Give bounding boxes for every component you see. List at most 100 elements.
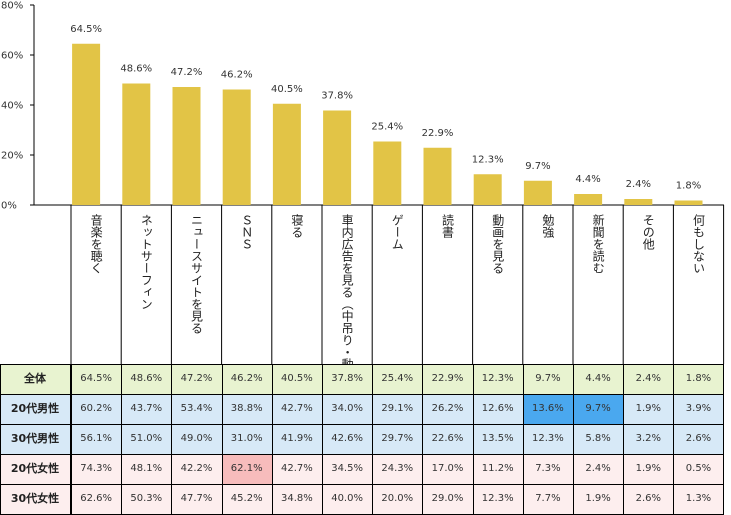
category-label: 読書 [441, 213, 455, 239]
table-cell: 49.0% [180, 433, 213, 444]
column-divider [322, 364, 323, 515]
bar [523, 180, 552, 205]
bar-value-label: 1.8% [676, 181, 701, 192]
table-cell: 42.2% [180, 463, 213, 474]
table-cell: 1.9% [635, 463, 661, 474]
row-divider [0, 394, 724, 395]
table-cell: 42.6% [331, 433, 363, 444]
table-cell: 1.3% [685, 493, 712, 504]
y-tick-label: 0% [1, 201, 17, 212]
column-divider [70, 364, 71, 515]
column-divider [422, 364, 424, 515]
category-label: 音楽を聴く [89, 213, 103, 274]
table-cell: 26.2% [431, 403, 464, 414]
table-row: 20代男性 60.2% 43.7% 53.4% 38.8% 42.7% 34.0% 29.1%… [0, 394, 724, 424]
category-label: 何もしない [692, 214, 706, 274]
category-label: 勉強 [541, 214, 555, 238]
category-label: 新聞を読む [591, 213, 605, 274]
table-row: 30代女性 62.6% 50.3% 47.7% 45.2% 34.8% 40.0% 20.0%… [0, 484, 724, 514]
table-cell: 51.0% [130, 433, 163, 444]
category-label: その他 [641, 214, 655, 250]
bar [624, 199, 653, 205]
column-divider [723, 364, 724, 515]
table-cell: 2.4% [635, 373, 661, 384]
bar [272, 103, 301, 205]
category-label: 車内広告を見る（中吊り・動画など） [340, 214, 354, 364]
category-label: ＳＮＳ [240, 214, 254, 250]
bar-value-label: 22.9% [422, 128, 454, 139]
bar [473, 174, 502, 205]
table-cell: 38.8% [230, 403, 263, 414]
bar [574, 194, 603, 205]
table-cell: 25.4% [381, 373, 414, 384]
table-cell: 74.3% [80, 463, 112, 474]
column-divider [573, 364, 574, 515]
table-cell: 53.4% [180, 403, 213, 414]
column-divider [0, 364, 1, 515]
table-cell: 34.5% [331, 463, 363, 474]
table-cell: 12.3% [481, 373, 514, 384]
table-cell: 9.7% [573, 394, 624, 424]
bar-value-label: 25.4% [371, 122, 403, 133]
y-axis: 0% 20% 40% 60% 80% [1, 1, 724, 212]
table-cell: 7.7% [535, 493, 561, 504]
bar [122, 83, 151, 205]
table-cell: 3.2% [635, 433, 661, 444]
y-tick-label: 20% [1, 151, 23, 162]
table-cell: 0.5% [685, 463, 712, 474]
bar [72, 43, 101, 205]
table-cell: 29.7% [381, 433, 414, 444]
table-row: 30代男性 56.1% 51.0% 49.0% 31.0% 41.9% 42.6% 29.7%… [0, 424, 724, 454]
column-divider [271, 364, 273, 515]
table-cell: 45.2% [230, 493, 263, 504]
table-cell: 43.7% [130, 403, 163, 414]
column-divider [623, 364, 625, 515]
table-cell: 11.2% [481, 463, 514, 474]
bar-value-label: 37.8% [321, 91, 353, 102]
category-label: 寝る [290, 213, 304, 238]
table-cell: 1.9% [635, 403, 661, 414]
row-divider [0, 484, 724, 485]
category-label: ニュースサイトを見る [190, 214, 204, 334]
bar-value-label: 9.7% [525, 161, 550, 172]
row-divider [0, 364, 724, 365]
table-cell: 29.0% [431, 493, 464, 504]
table-cell: 22.9% [431, 373, 464, 384]
column-divider [673, 364, 675, 515]
bar-value-label: 12.3% [472, 154, 504, 165]
table-cell: 40.5% [281, 373, 313, 384]
bar-value-label: 64.5% [70, 24, 102, 35]
bar-value-label: 47.2% [171, 67, 203, 78]
table-cell: 1.9% [585, 493, 611, 504]
table-cell: 2.6% [685, 433, 712, 444]
y-tick-label: 60% [1, 51, 23, 62]
table-cell: 47.2% [180, 373, 213, 384]
y-tick-label: 80% [1, 1, 23, 12]
row-divider [0, 424, 724, 425]
table-cell: 60.2% [80, 403, 112, 414]
table-cell: 4.4% [585, 373, 611, 384]
row-label: 20代女性 [10, 462, 60, 475]
table-cell: 12.3% [481, 493, 514, 504]
table-cell: 29.1% [381, 403, 414, 414]
row-divider [0, 454, 724, 455]
table-cell: 22.6% [431, 433, 464, 444]
table-cell: 12.3% [532, 433, 564, 444]
bar-value-label: 4.4% [575, 174, 600, 185]
bar [373, 141, 402, 205]
table-cell: 7.3% [535, 463, 561, 474]
table-cell: 2.6% [635, 493, 661, 504]
table-cell: 13.6% [522, 394, 573, 424]
column-divider [472, 364, 474, 515]
table-cell: 5.8% [585, 433, 611, 444]
table-cell: 31.0% [230, 433, 263, 444]
category-labels: 音楽を聴く ネットサーフィン ニュースサイトを見る ＳＮＳ 寝る 車内広告を見る（中吊り・… [70, 205, 725, 364]
bar-value-label: 48.6% [120, 64, 152, 75]
row-label: 30代男性 [10, 432, 60, 445]
bar-value-label: 2.4% [626, 179, 651, 190]
table-row: 20代女性 74.3% 48.1% 42.2% 62.1% 42.7% 34.5% 24.3%… [0, 454, 724, 484]
row-label: 20代男性 [10, 402, 60, 415]
column-divider [171, 364, 173, 515]
table-cell: 47.7% [180, 493, 213, 504]
table-cell: 42.7% [281, 403, 313, 414]
